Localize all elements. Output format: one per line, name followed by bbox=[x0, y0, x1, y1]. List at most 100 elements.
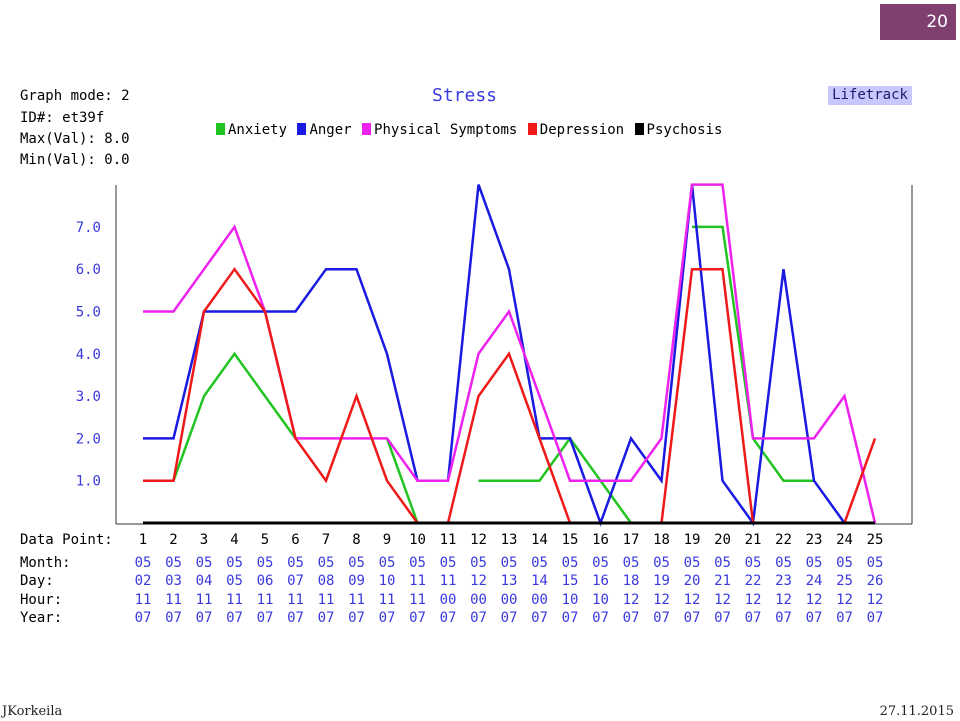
table-cell-hour: 12 bbox=[714, 592, 731, 608]
table-cell-hour: 00 bbox=[440, 592, 457, 608]
y-tick-label: 6.0 bbox=[76, 262, 101, 278]
table-cell-hour: 11 bbox=[257, 592, 274, 608]
legend-swatch-physical-symptoms bbox=[362, 123, 372, 135]
table-cell-month: 05 bbox=[257, 555, 274, 571]
table-cell-hour: 00 bbox=[531, 592, 548, 608]
table-cell-hour: 12 bbox=[775, 592, 792, 608]
table-cell-year: 07 bbox=[531, 610, 548, 626]
table-cell-day: 20 bbox=[684, 573, 701, 589]
table-cell-year: 07 bbox=[257, 610, 274, 626]
table-cell-hour: 00 bbox=[501, 592, 518, 608]
table-cell-day: 14 bbox=[531, 573, 548, 589]
legend-swatch-depression bbox=[527, 123, 537, 135]
table-cell-day: 06 bbox=[257, 573, 274, 589]
x-tick-label: 19 bbox=[684, 532, 701, 548]
x-tick-label: 21 bbox=[745, 532, 762, 548]
table-cell-year: 07 bbox=[592, 610, 609, 626]
table-cell-year: 07 bbox=[348, 610, 365, 626]
table-cell-month: 05 bbox=[684, 555, 701, 571]
table-cell-day: 03 bbox=[165, 573, 182, 589]
table-cell-year: 07 bbox=[318, 610, 335, 626]
table-cell-year: 07 bbox=[806, 610, 823, 626]
x-tick-label: 11 bbox=[440, 532, 457, 548]
table-cell-month: 05 bbox=[501, 555, 518, 571]
legend-item-physical-symptoms: Physical Symptoms bbox=[362, 122, 517, 138]
table-cell-month: 05 bbox=[226, 555, 243, 571]
table-cell-hour: 12 bbox=[684, 592, 701, 608]
table-cell-year: 07 bbox=[135, 610, 152, 626]
table-cell-month: 05 bbox=[714, 555, 731, 571]
table-row-label: Data Point: bbox=[20, 532, 113, 548]
table-cell-day: 26 bbox=[867, 573, 884, 589]
table-cell-month: 05 bbox=[348, 555, 365, 571]
table-row-label: Day: bbox=[20, 573, 54, 589]
table-cell-day: 04 bbox=[196, 573, 213, 589]
table-row-label: Month: bbox=[20, 555, 71, 571]
table-cell-year: 07 bbox=[196, 610, 213, 626]
table-cell-day: 10 bbox=[379, 573, 396, 589]
table-cell-month: 05 bbox=[867, 555, 884, 571]
table-cell-hour: 10 bbox=[592, 592, 609, 608]
legend-label-depression: Depression bbox=[539, 122, 625, 138]
series-line-anger bbox=[143, 184, 846, 527]
table-cell-hour: 12 bbox=[623, 592, 640, 608]
table-cell-day: 22 bbox=[745, 573, 762, 589]
table-cell-hour: 00 bbox=[470, 592, 487, 608]
table-cell-day: 21 bbox=[714, 573, 731, 589]
x-tick-label: 4 bbox=[230, 532, 238, 548]
table-cell-month: 05 bbox=[745, 555, 762, 571]
legend-swatch-psychosis bbox=[634, 123, 644, 135]
table-cell-day: 02 bbox=[135, 573, 152, 589]
x-tick-label: 14 bbox=[531, 532, 548, 548]
table-row-label: Year: bbox=[20, 610, 62, 626]
table-cell-month: 05 bbox=[806, 555, 823, 571]
table-cell-year: 07 bbox=[867, 610, 884, 626]
table-cell-year: 07 bbox=[226, 610, 243, 626]
table-cell-day: 19 bbox=[653, 573, 670, 589]
table-cell-month: 05 bbox=[592, 555, 609, 571]
table-cell-hour: 11 bbox=[287, 592, 304, 608]
table-cell-day: 05 bbox=[226, 573, 243, 589]
x-tick-label: 1 bbox=[139, 532, 147, 548]
max-val-text: Max(Val): 8.0 bbox=[20, 131, 130, 147]
legend: Anxiety Anger Physical Symptoms Depressi… bbox=[216, 122, 724, 138]
table-cell-month: 05 bbox=[562, 555, 579, 571]
graph-mode-text: Graph mode: 2 bbox=[20, 88, 130, 104]
table-cell-year: 07 bbox=[684, 610, 701, 626]
series-line-depression bbox=[843, 437, 877, 524]
table-cell-year: 07 bbox=[409, 610, 426, 626]
legend-label-psychosis: Psychosis bbox=[646, 122, 723, 138]
table-cell-year: 07 bbox=[440, 610, 457, 626]
table-cell-year: 07 bbox=[653, 610, 670, 626]
y-tick-label: 1.0 bbox=[76, 474, 101, 490]
table-cell-month: 05 bbox=[653, 555, 670, 571]
author-footer: JKorkeila bbox=[2, 704, 63, 719]
legend-label-physical-symptoms: Physical Symptoms bbox=[374, 122, 518, 138]
table-cell-day: 25 bbox=[836, 573, 853, 589]
x-tick-label: 23 bbox=[806, 532, 823, 548]
id-text: ID#: et39f bbox=[20, 110, 105, 126]
table-cell-day: 09 bbox=[348, 573, 365, 589]
x-tick-label: 15 bbox=[562, 532, 579, 548]
x-tick-label: 6 bbox=[291, 532, 299, 548]
table-cell-month: 05 bbox=[379, 555, 396, 571]
x-tick-label: 8 bbox=[352, 532, 360, 548]
table-cell-hour: 10 bbox=[562, 592, 579, 608]
table-cell-day: 18 bbox=[623, 573, 640, 589]
table-cell-hour: 11 bbox=[196, 592, 213, 608]
legend-item-anxiety: Anxiety bbox=[216, 122, 287, 138]
table-row-label: Hour: bbox=[20, 592, 62, 608]
legend-item-psychosis: Psychosis bbox=[634, 122, 723, 138]
table-cell-hour: 11 bbox=[348, 592, 365, 608]
table-cell-year: 07 bbox=[775, 610, 792, 626]
y-tick-label: 2.0 bbox=[76, 431, 101, 447]
table-cell-month: 05 bbox=[318, 555, 335, 571]
table-cell-month: 05 bbox=[409, 555, 426, 571]
page-number: 20 bbox=[880, 4, 956, 40]
table-cell-hour: 12 bbox=[836, 592, 853, 608]
x-tick-label: 5 bbox=[261, 532, 269, 548]
x-tick-label: 9 bbox=[383, 532, 391, 548]
legend-swatch-anger bbox=[297, 123, 307, 135]
table-cell-hour: 11 bbox=[226, 592, 243, 608]
legend-label-anxiety: Anxiety bbox=[228, 122, 288, 138]
